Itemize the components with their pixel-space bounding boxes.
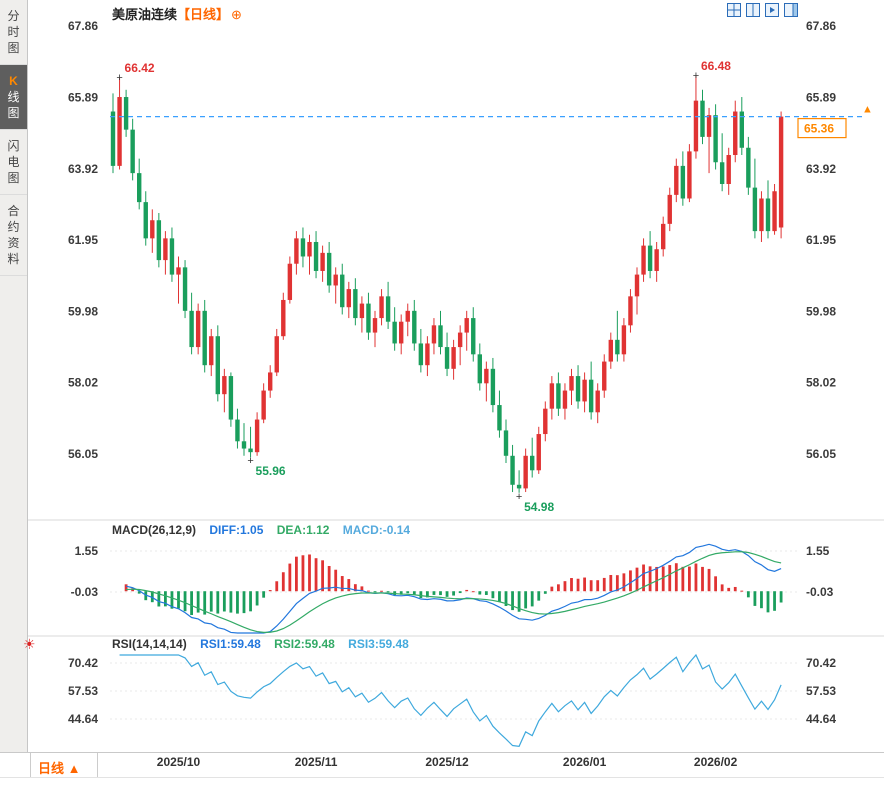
chart-header: 美原油连续【日线】 ⊕ bbox=[112, 4, 242, 23]
bottom-bar-line bbox=[0, 777, 884, 778]
indicator-settings-icon[interactable]: ☀ bbox=[23, 636, 36, 652]
svg-text:56.05: 56.05 bbox=[806, 447, 836, 461]
svg-text:-0.03: -0.03 bbox=[71, 585, 99, 599]
svg-text:57.53: 57.53 bbox=[68, 684, 98, 698]
svg-text:44.64: 44.64 bbox=[68, 712, 98, 726]
rsi2-value: RSI2:59.48 bbox=[274, 637, 335, 651]
macd-hist-value: MACD:-0.14 bbox=[342, 523, 411, 537]
svg-text:44.64: 44.64 bbox=[806, 712, 836, 726]
svg-text:▲: ▲ bbox=[862, 104, 873, 116]
svg-text:2026/02: 2026/02 bbox=[694, 755, 738, 769]
svg-text:58.02: 58.02 bbox=[806, 376, 836, 390]
bottom-bar-divider bbox=[30, 753, 31, 777]
rsi3-value: RSI3:59.48 bbox=[348, 637, 409, 651]
layout-right-panel-icon[interactable] bbox=[784, 3, 798, 17]
sidebar-tab-accent: K bbox=[9, 74, 18, 88]
svg-text:+: + bbox=[516, 491, 522, 503]
period-label: 日线 bbox=[38, 761, 65, 776]
svg-text:70.42: 70.42 bbox=[68, 656, 98, 670]
sidebar-tab-rest: 线图 bbox=[7, 90, 20, 120]
svg-text:+: + bbox=[247, 455, 253, 467]
svg-text:2025/11: 2025/11 bbox=[295, 755, 338, 769]
layout-quad-icon[interactable] bbox=[727, 3, 741, 17]
layout-toolbar bbox=[727, 3, 798, 17]
svg-text:59.98: 59.98 bbox=[68, 305, 98, 319]
svg-text:66.42: 66.42 bbox=[125, 61, 155, 75]
svg-text:2026/01: 2026/01 bbox=[563, 755, 607, 769]
sidebar-tab-time-chart[interactable]: 分时图 bbox=[0, 0, 27, 65]
svg-text:61.95: 61.95 bbox=[806, 233, 836, 247]
svg-text:-0.03: -0.03 bbox=[806, 585, 834, 599]
svg-text:58.02: 58.02 bbox=[68, 376, 98, 390]
bottom-bar-divider bbox=[97, 753, 98, 777]
svg-text:2025/10: 2025/10 bbox=[157, 755, 201, 769]
svg-text:61.95: 61.95 bbox=[68, 233, 98, 247]
period-tag: 【日线】 bbox=[177, 7, 230, 22]
layout-split-icon[interactable] bbox=[746, 3, 760, 17]
svg-text:55.96: 55.96 bbox=[256, 464, 286, 478]
sidebar-tab-label: 闪电图 bbox=[7, 139, 20, 185]
macd-legend: MACD(26,12,9) DIFF:1.05 DEA:1.12 MACD:-0… bbox=[112, 523, 420, 537]
bottom-bar: 日线 ▲ bbox=[0, 752, 884, 788]
macd-params-label: MACD(26,12,9) bbox=[112, 523, 197, 537]
period-selector[interactable]: 日线 ▲ bbox=[38, 758, 81, 777]
svg-text:67.86: 67.86 bbox=[68, 19, 98, 33]
rsi-legend: RSI(14,14,14) RSI1:59.48 RSI2:59.48 RSI3… bbox=[112, 637, 419, 651]
svg-text:1.55: 1.55 bbox=[806, 544, 830, 558]
sidebar-tab-kline[interactable]: K 线图 bbox=[0, 65, 27, 130]
svg-text:63.92: 63.92 bbox=[806, 162, 836, 176]
sidebar-tab-label: K 线图 bbox=[7, 73, 20, 121]
macd-diff-value: DIFF:1.05 bbox=[209, 523, 264, 537]
macd-dea-value: DEA:1.12 bbox=[276, 523, 330, 537]
chevron-up-icon: ▲ bbox=[67, 761, 81, 776]
svg-text:2025/12: 2025/12 bbox=[425, 755, 469, 769]
svg-text:1.55: 1.55 bbox=[75, 544, 99, 558]
svg-text:70.42: 70.42 bbox=[806, 656, 836, 670]
svg-text:63.92: 63.92 bbox=[68, 162, 98, 176]
sidebar-tab-contract-info[interactable]: 合约资料 bbox=[0, 195, 27, 276]
svg-text:59.98: 59.98 bbox=[806, 305, 836, 319]
instrument-title: 美原油连续 bbox=[112, 7, 178, 22]
svg-text:+: + bbox=[116, 72, 122, 84]
sidebar-tab-lightning-chart[interactable]: 闪电图 bbox=[0, 130, 27, 195]
rsi-params-label: RSI(14,14,14) bbox=[112, 637, 187, 651]
svg-text:56.05: 56.05 bbox=[68, 447, 98, 461]
svg-text:+: + bbox=[693, 70, 699, 82]
svg-text:54.98: 54.98 bbox=[524, 500, 554, 514]
sidebar-tab-label: 合约资料 bbox=[7, 204, 20, 266]
svg-text:65.89: 65.89 bbox=[806, 90, 836, 104]
layout-play-icon[interactable] bbox=[765, 3, 779, 17]
sidebar: 分时图 K 线图 闪电图 合约资料 bbox=[0, 0, 28, 752]
rsi1-value: RSI1:59.48 bbox=[200, 637, 261, 651]
add-indicator-icon[interactable]: ⊕ bbox=[231, 7, 242, 22]
svg-text:57.53: 57.53 bbox=[806, 684, 836, 698]
svg-text:65.89: 65.89 bbox=[68, 90, 98, 104]
sidebar-tab-label: 分时图 bbox=[7, 9, 20, 55]
svg-text:67.86: 67.86 bbox=[806, 19, 836, 33]
svg-text:66.48: 66.48 bbox=[701, 59, 731, 73]
svg-text:65.36: 65.36 bbox=[804, 122, 834, 136]
